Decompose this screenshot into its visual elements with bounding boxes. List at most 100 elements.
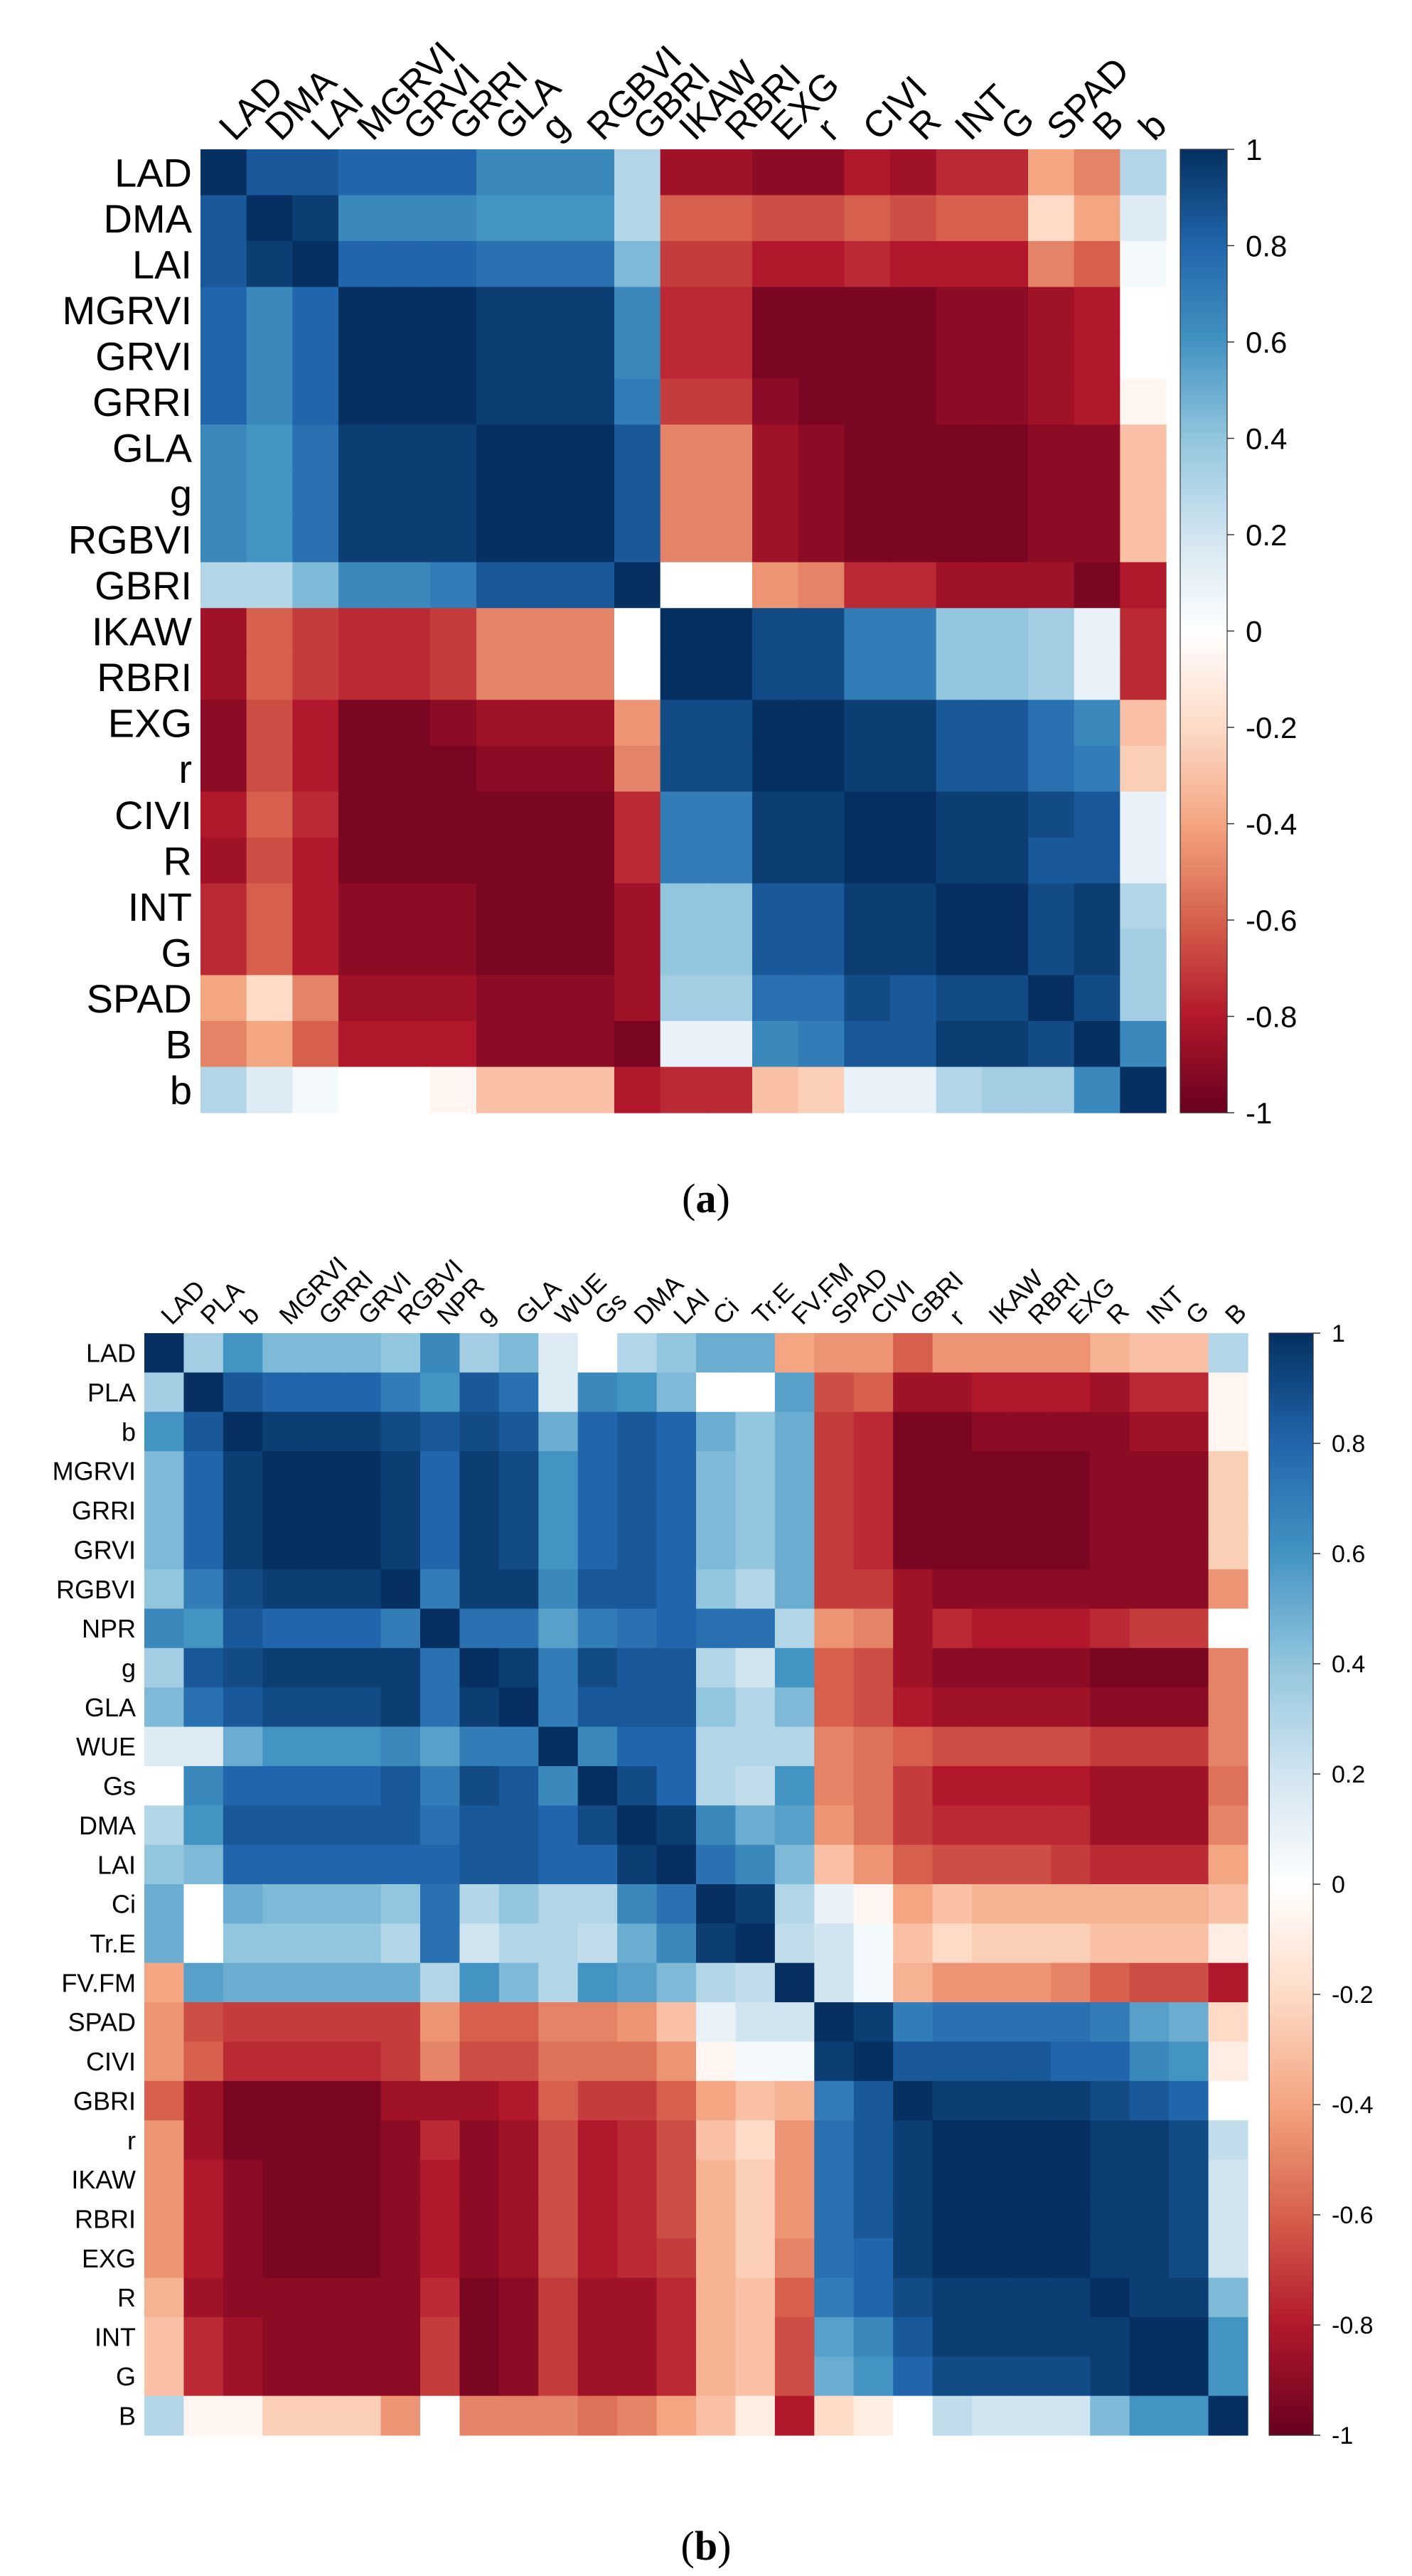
colorbar-segment	[1269, 2198, 1313, 2205]
colorbar-segment	[1269, 1360, 1313, 1367]
colorbar-tick-label: -0.6	[1246, 904, 1297, 937]
heatmap-cell	[696, 1765, 737, 1806]
heatmap-cell	[890, 562, 937, 609]
heatmap-cell	[476, 287, 523, 333]
heatmap-cell	[1169, 1765, 1209, 1806]
heatmap-cell	[853, 1372, 894, 1413]
heatmap-cell	[752, 1067, 799, 1113]
heatmap-cell	[656, 1569, 697, 1610]
colorbar-segment	[1180, 346, 1227, 353]
colorbar-segment	[1269, 1432, 1313, 1438]
row-label: EXG	[82, 2244, 136, 2273]
heatmap-cell	[292, 837, 339, 884]
heatmap-cell	[338, 975, 385, 1022]
heatmap-cell	[752, 516, 799, 563]
heatmap-cell	[223, 1372, 263, 1413]
heatmap-cell	[200, 149, 247, 196]
heatmap-cell	[656, 1726, 697, 1767]
colorbar-segment	[1180, 491, 1227, 497]
heatmap-cell	[262, 1529, 303, 1570]
heatmap-cell	[890, 883, 937, 930]
heatmap-cell	[774, 1844, 815, 1885]
heatmap-cell	[706, 791, 753, 838]
heatmap-cell	[617, 1529, 658, 1570]
heatmap-cell	[1208, 2356, 1248, 2397]
heatmap-cell	[982, 470, 1029, 517]
heatmap-cell	[982, 562, 1029, 609]
heatmap-cell	[577, 1765, 618, 1806]
colorbar-segment	[1180, 173, 1227, 179]
heatmap-cell	[706, 837, 753, 884]
heatmap-cell	[844, 378, 891, 425]
heatmap-cell	[459, 2159, 500, 2200]
heatmap-cell	[814, 1884, 855, 1924]
column-label: b	[1131, 105, 1175, 148]
heatmap-cell	[568, 149, 615, 196]
heatmap-cell	[183, 1411, 224, 1452]
heatmap-cell	[893, 1923, 934, 1964]
heatmap-cell	[696, 1726, 737, 1767]
colorbar-segment	[1269, 2121, 1313, 2127]
heatmap-cell	[430, 470, 477, 517]
heatmap-cell	[893, 1647, 934, 1688]
heatmap-cell	[614, 470, 661, 517]
heatmap-cell	[498, 1687, 539, 1728]
heatmap-cell	[706, 745, 753, 792]
row-label: CIVI	[86, 2047, 136, 2076]
heatmap-cell	[476, 424, 523, 471]
colorbar-segment	[1269, 1989, 1313, 1995]
heatmap-cell	[1028, 837, 1075, 884]
heatmap-cell	[932, 1372, 973, 1413]
heatmap-cell	[200, 562, 247, 609]
heatmap-cell	[498, 1884, 539, 1924]
colorbar-segment	[1180, 269, 1227, 275]
heatmap-cell	[1011, 2002, 1052, 2043]
heatmap-cell	[893, 2080, 934, 2121]
heatmap-cell	[144, 1962, 185, 2003]
heatmap-cell	[1050, 2238, 1091, 2279]
row-label: b	[170, 1068, 192, 1113]
heatmap-cell	[617, 2316, 658, 2357]
heatmap-cell	[1028, 653, 1075, 700]
heatmap-cell	[568, 1067, 615, 1113]
colorbar-segment	[1269, 2336, 1313, 2342]
colorbar-segment	[1180, 183, 1227, 188]
heatmap-cell	[1169, 1844, 1209, 1885]
heatmap-cell	[246, 975, 293, 1022]
heatmap-cell	[893, 1608, 934, 1649]
heatmap-cell	[893, 1884, 934, 1924]
heatmap-cell	[301, 1884, 342, 1924]
heatmap-cell	[498, 1569, 539, 1610]
heatmap-cell	[459, 1490, 500, 1531]
heatmap-cell	[936, 287, 983, 333]
heatmap-cell	[798, 424, 845, 471]
colorbar-segment	[1180, 409, 1227, 415]
heatmap-cell	[384, 562, 431, 609]
row-label: MGRVI	[53, 1457, 136, 1486]
heatmap-cell	[893, 1765, 934, 1806]
heatmap-cell	[341, 1608, 382, 1649]
heatmap-cell	[292, 700, 339, 747]
heatmap-cell	[932, 1411, 973, 1452]
row-label: G	[116, 2362, 136, 2391]
heatmap-cell	[814, 1687, 855, 1728]
heatmap-cell	[932, 1962, 973, 2003]
heatmap-cell	[568, 929, 615, 976]
colorbar-segment	[1269, 1388, 1313, 1394]
heatmap-cell	[301, 1647, 342, 1688]
heatmap-cell	[798, 653, 845, 700]
heatmap-cell	[735, 1844, 776, 1885]
heatmap-cell	[341, 1411, 382, 1452]
heatmap-cell	[982, 1067, 1029, 1113]
heatmap-cell	[617, 2198, 658, 2239]
heatmap-cell	[696, 1647, 737, 1688]
heatmap-cell	[246, 1020, 293, 1068]
heatmap-cell	[223, 2198, 263, 2239]
heatmap-cell	[1129, 2002, 1170, 2043]
heatmap-cell	[853, 1765, 894, 1806]
colorbar-segment	[1180, 684, 1227, 690]
heatmap-cell	[798, 333, 845, 380]
heatmap-cell	[614, 975, 661, 1022]
heatmap-cell	[262, 1647, 303, 1688]
heatmap-cell	[1090, 2238, 1130, 2279]
